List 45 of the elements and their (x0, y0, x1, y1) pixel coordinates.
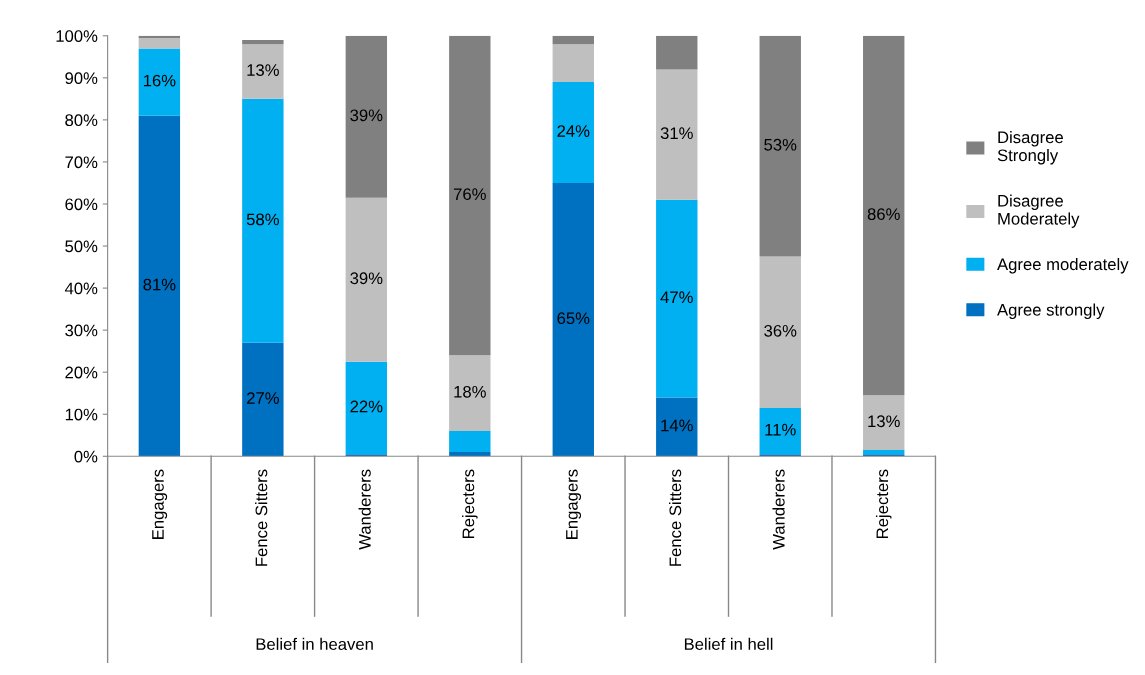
y-tick-label: 40% (64, 282, 98, 295)
data-label: 24% (557, 125, 590, 137)
x-tick-label: Wanderers (772, 469, 785, 550)
y-tick-label: 70% (65, 156, 98, 169)
data-label: 27% (247, 392, 279, 404)
x-tick-label: Fence Sitters (255, 469, 268, 566)
y-tick-label: 90% (65, 72, 98, 85)
data-label: 47% (660, 291, 693, 304)
legend-label: Disagree Strongly (997, 130, 1063, 165)
data-label: 18% (454, 385, 486, 398)
y-tick-label: 60% (65, 198, 98, 211)
x-tick-label: Engagers (152, 469, 168, 539)
x-tick-label: Rejecters (462, 469, 478, 538)
y-tick-label: 50% (65, 240, 98, 253)
y-tick-label: 10% (65, 408, 98, 421)
legend-label: Agree strongly (997, 303, 1105, 320)
x-tick-label: Rejecters (875, 469, 892, 538)
x-tick-label: Engagers (566, 469, 582, 539)
x-tick-label: Wanderers (358, 469, 371, 550)
data-label: 11% (765, 423, 796, 436)
data-label: 31% (660, 127, 693, 140)
data-label: 13% (247, 64, 279, 76)
y-tick-label: 30% (65, 324, 98, 337)
text: Belief in hell (684, 637, 773, 651)
data-label: 81% (143, 278, 176, 291)
data-label: 36% (764, 324, 797, 337)
y-tick-label: 100% (56, 30, 98, 42)
data-label: 39% (350, 109, 383, 122)
data-label: 13% (868, 415, 900, 428)
data-label: 53% (764, 138, 797, 151)
y-tick-label: 20% (65, 366, 98, 379)
text: Belief in heaven (256, 637, 373, 651)
data-label: 86% (867, 208, 900, 221)
y-tick-label: 0% (74, 450, 98, 463)
data-label: 22% (350, 400, 383, 413)
data-label: 58% (246, 213, 279, 226)
data-label: 14% (661, 419, 693, 432)
legend-label: Agree moderately (997, 257, 1129, 274)
legend-label: Disagree Moderately (998, 194, 1080, 228)
data-label: 16% (143, 74, 176, 87)
x-tick-label: Fence Sitters (669, 469, 682, 566)
data-label: 65% (557, 312, 590, 325)
data-label: 39% (350, 272, 383, 285)
data-label: 76% (453, 188, 486, 201)
y-tick-label: 80% (65, 114, 98, 127)
